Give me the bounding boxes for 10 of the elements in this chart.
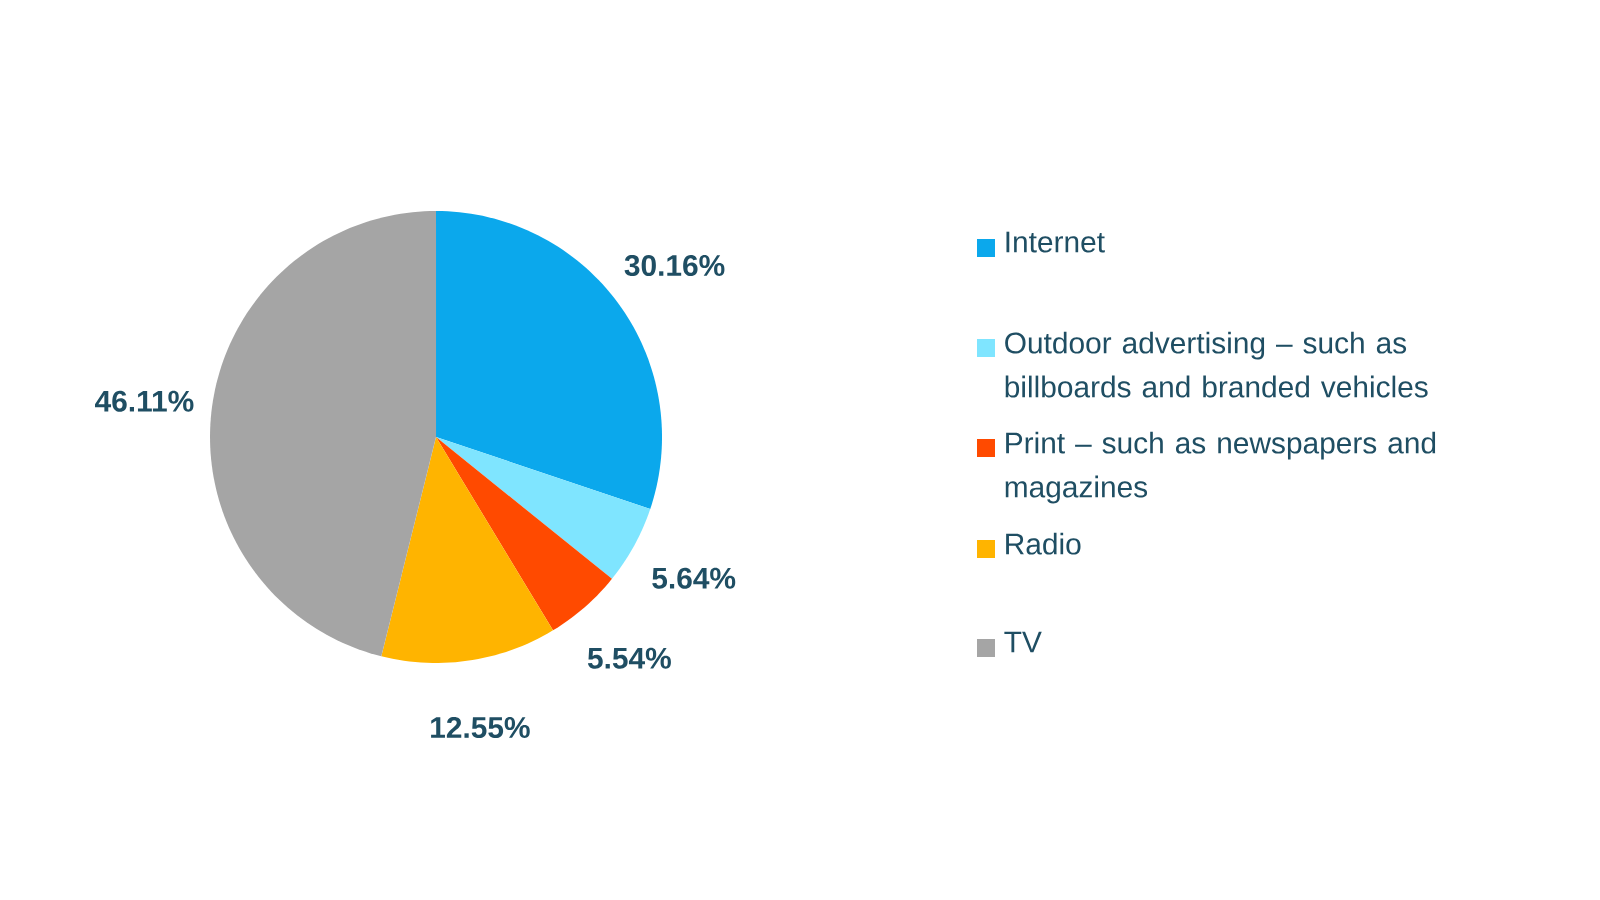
legend-label: Outdoor advertising – such as billboards and branded vehicles (1005, 331, 1428, 398)
legend-label: Radio (1006, 532, 1081, 555)
legend-label: TV (1004, 631, 1042, 653)
data-label: 5.64% (652, 567, 736, 589)
data-label: 12.55% (431, 716, 530, 739)
data-label: 46.11% (95, 390, 194, 412)
legend-label: Print – such as newspapers and magazines (1005, 431, 1436, 504)
data-label: 30.16% (624, 254, 725, 277)
legend-label: Internet (1006, 231, 1105, 253)
data-label: 5.54% (587, 647, 671, 669)
